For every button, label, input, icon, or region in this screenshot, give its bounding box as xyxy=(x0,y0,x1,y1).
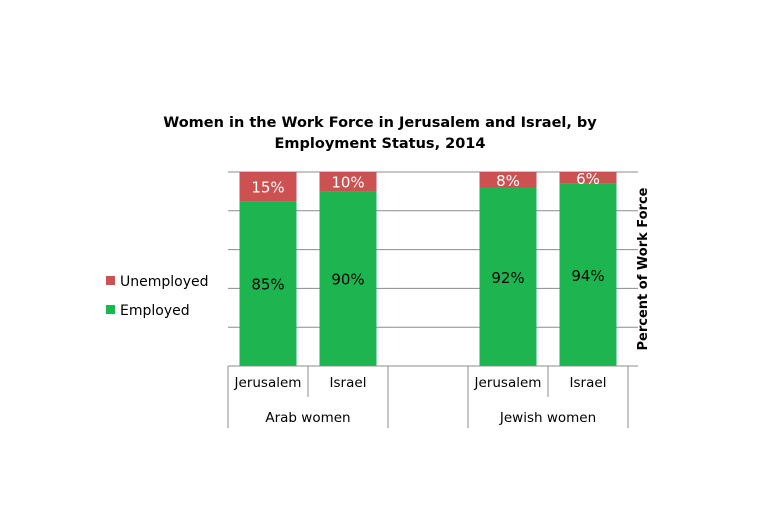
y-axis-label: Percent of Work Force xyxy=(636,187,651,350)
bar-employed xyxy=(239,201,297,366)
data-label: 8% xyxy=(496,172,520,190)
data-label: 94% xyxy=(571,267,604,285)
legend-swatch-unemployed xyxy=(106,276,115,285)
data-label: 90% xyxy=(331,271,364,289)
data-label: 15% xyxy=(251,179,284,197)
legend-label: Unemployed xyxy=(120,274,209,290)
legend-swatch-employed xyxy=(106,305,115,314)
bar-unemployed xyxy=(319,172,377,192)
x-group-label: Arab women xyxy=(265,410,350,426)
x-tick-label: Jerusalem xyxy=(474,375,542,391)
data-label: 6% xyxy=(576,170,600,188)
x-tick-label: Israel xyxy=(570,375,607,391)
data-label: 85% xyxy=(251,276,284,294)
bar-employed xyxy=(559,183,617,366)
chart-title-line: Employment Status, 2014 xyxy=(275,136,486,152)
data-label: 92% xyxy=(491,269,524,287)
x-group-label: Jewish women xyxy=(499,410,596,426)
chart-title-line: Women in the Work Force in Jerusalem and… xyxy=(163,115,597,131)
data-label: 10% xyxy=(331,174,364,192)
x-tick-label: Jerusalem xyxy=(234,375,302,391)
bar-employed xyxy=(319,191,377,366)
bar-employed xyxy=(479,187,537,366)
x-tick-label: Israel xyxy=(330,375,367,391)
bar-unemployed xyxy=(479,172,537,188)
bar-unemployed xyxy=(239,172,297,202)
bar-unemployed xyxy=(559,172,617,184)
legend-label: Employed xyxy=(120,303,190,319)
